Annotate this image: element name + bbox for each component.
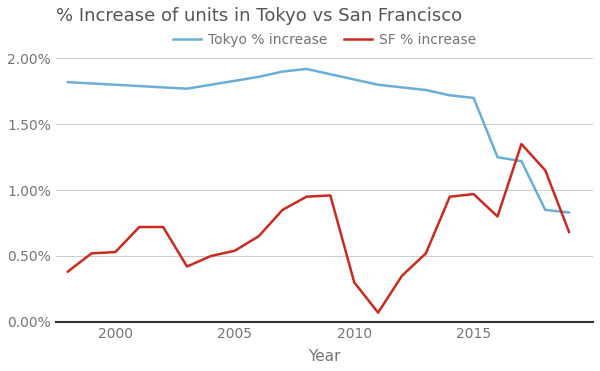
Tokyo % increase [160,85,167,90]
SF % increase [398,273,406,278]
Tokyo % increase [184,86,191,91]
Tokyo % increase [470,96,477,100]
Tokyo % increase [542,208,549,212]
Tokyo % increase [64,80,71,84]
Tokyo % increase [279,69,286,74]
SF % increase [184,264,191,269]
Tokyo % increase [518,159,525,163]
Tokyo % increase [398,85,406,90]
Tokyo % increase [303,67,310,71]
SF % increase [422,251,430,256]
SF % increase [255,234,262,239]
SF % increase [518,142,525,146]
SF % increase [470,192,477,196]
SF % increase [160,225,167,229]
Line: SF % increase: SF % increase [68,144,569,313]
SF % increase [208,254,215,258]
SF % increase [374,311,382,315]
Tokyo % increase [566,210,573,215]
Tokyo % increase [88,81,95,86]
SF % increase [327,193,334,198]
Tokyo % increase [255,75,262,79]
Tokyo % increase [446,93,454,98]
Text: % Increase of units in Tokyo vs San Francisco: % Increase of units in Tokyo vs San Fran… [56,7,462,25]
Line: Tokyo % increase: Tokyo % increase [68,69,569,213]
SF % increase [446,194,454,199]
Tokyo % increase [208,82,215,87]
Tokyo % increase [422,88,430,92]
SF % increase [88,251,95,256]
Tokyo % increase [112,82,119,87]
SF % increase [542,168,549,173]
SF % increase [64,270,71,274]
SF % increase [303,194,310,199]
SF % increase [494,214,501,219]
SF % increase [350,280,358,285]
SF % increase [112,250,119,254]
SF % increase [231,249,238,253]
SF % increase [136,225,143,229]
X-axis label: Year: Year [308,349,341,364]
Tokyo % increase [374,82,382,87]
Tokyo % increase [350,77,358,82]
SF % increase [566,230,573,234]
SF % increase [279,208,286,212]
Tokyo % increase [327,72,334,76]
Tokyo % increase [136,84,143,88]
Legend: Tokyo % increase, SF % increase: Tokyo % increase, SF % increase [173,33,476,47]
Tokyo % increase [494,155,501,160]
Tokyo % increase [231,79,238,83]
